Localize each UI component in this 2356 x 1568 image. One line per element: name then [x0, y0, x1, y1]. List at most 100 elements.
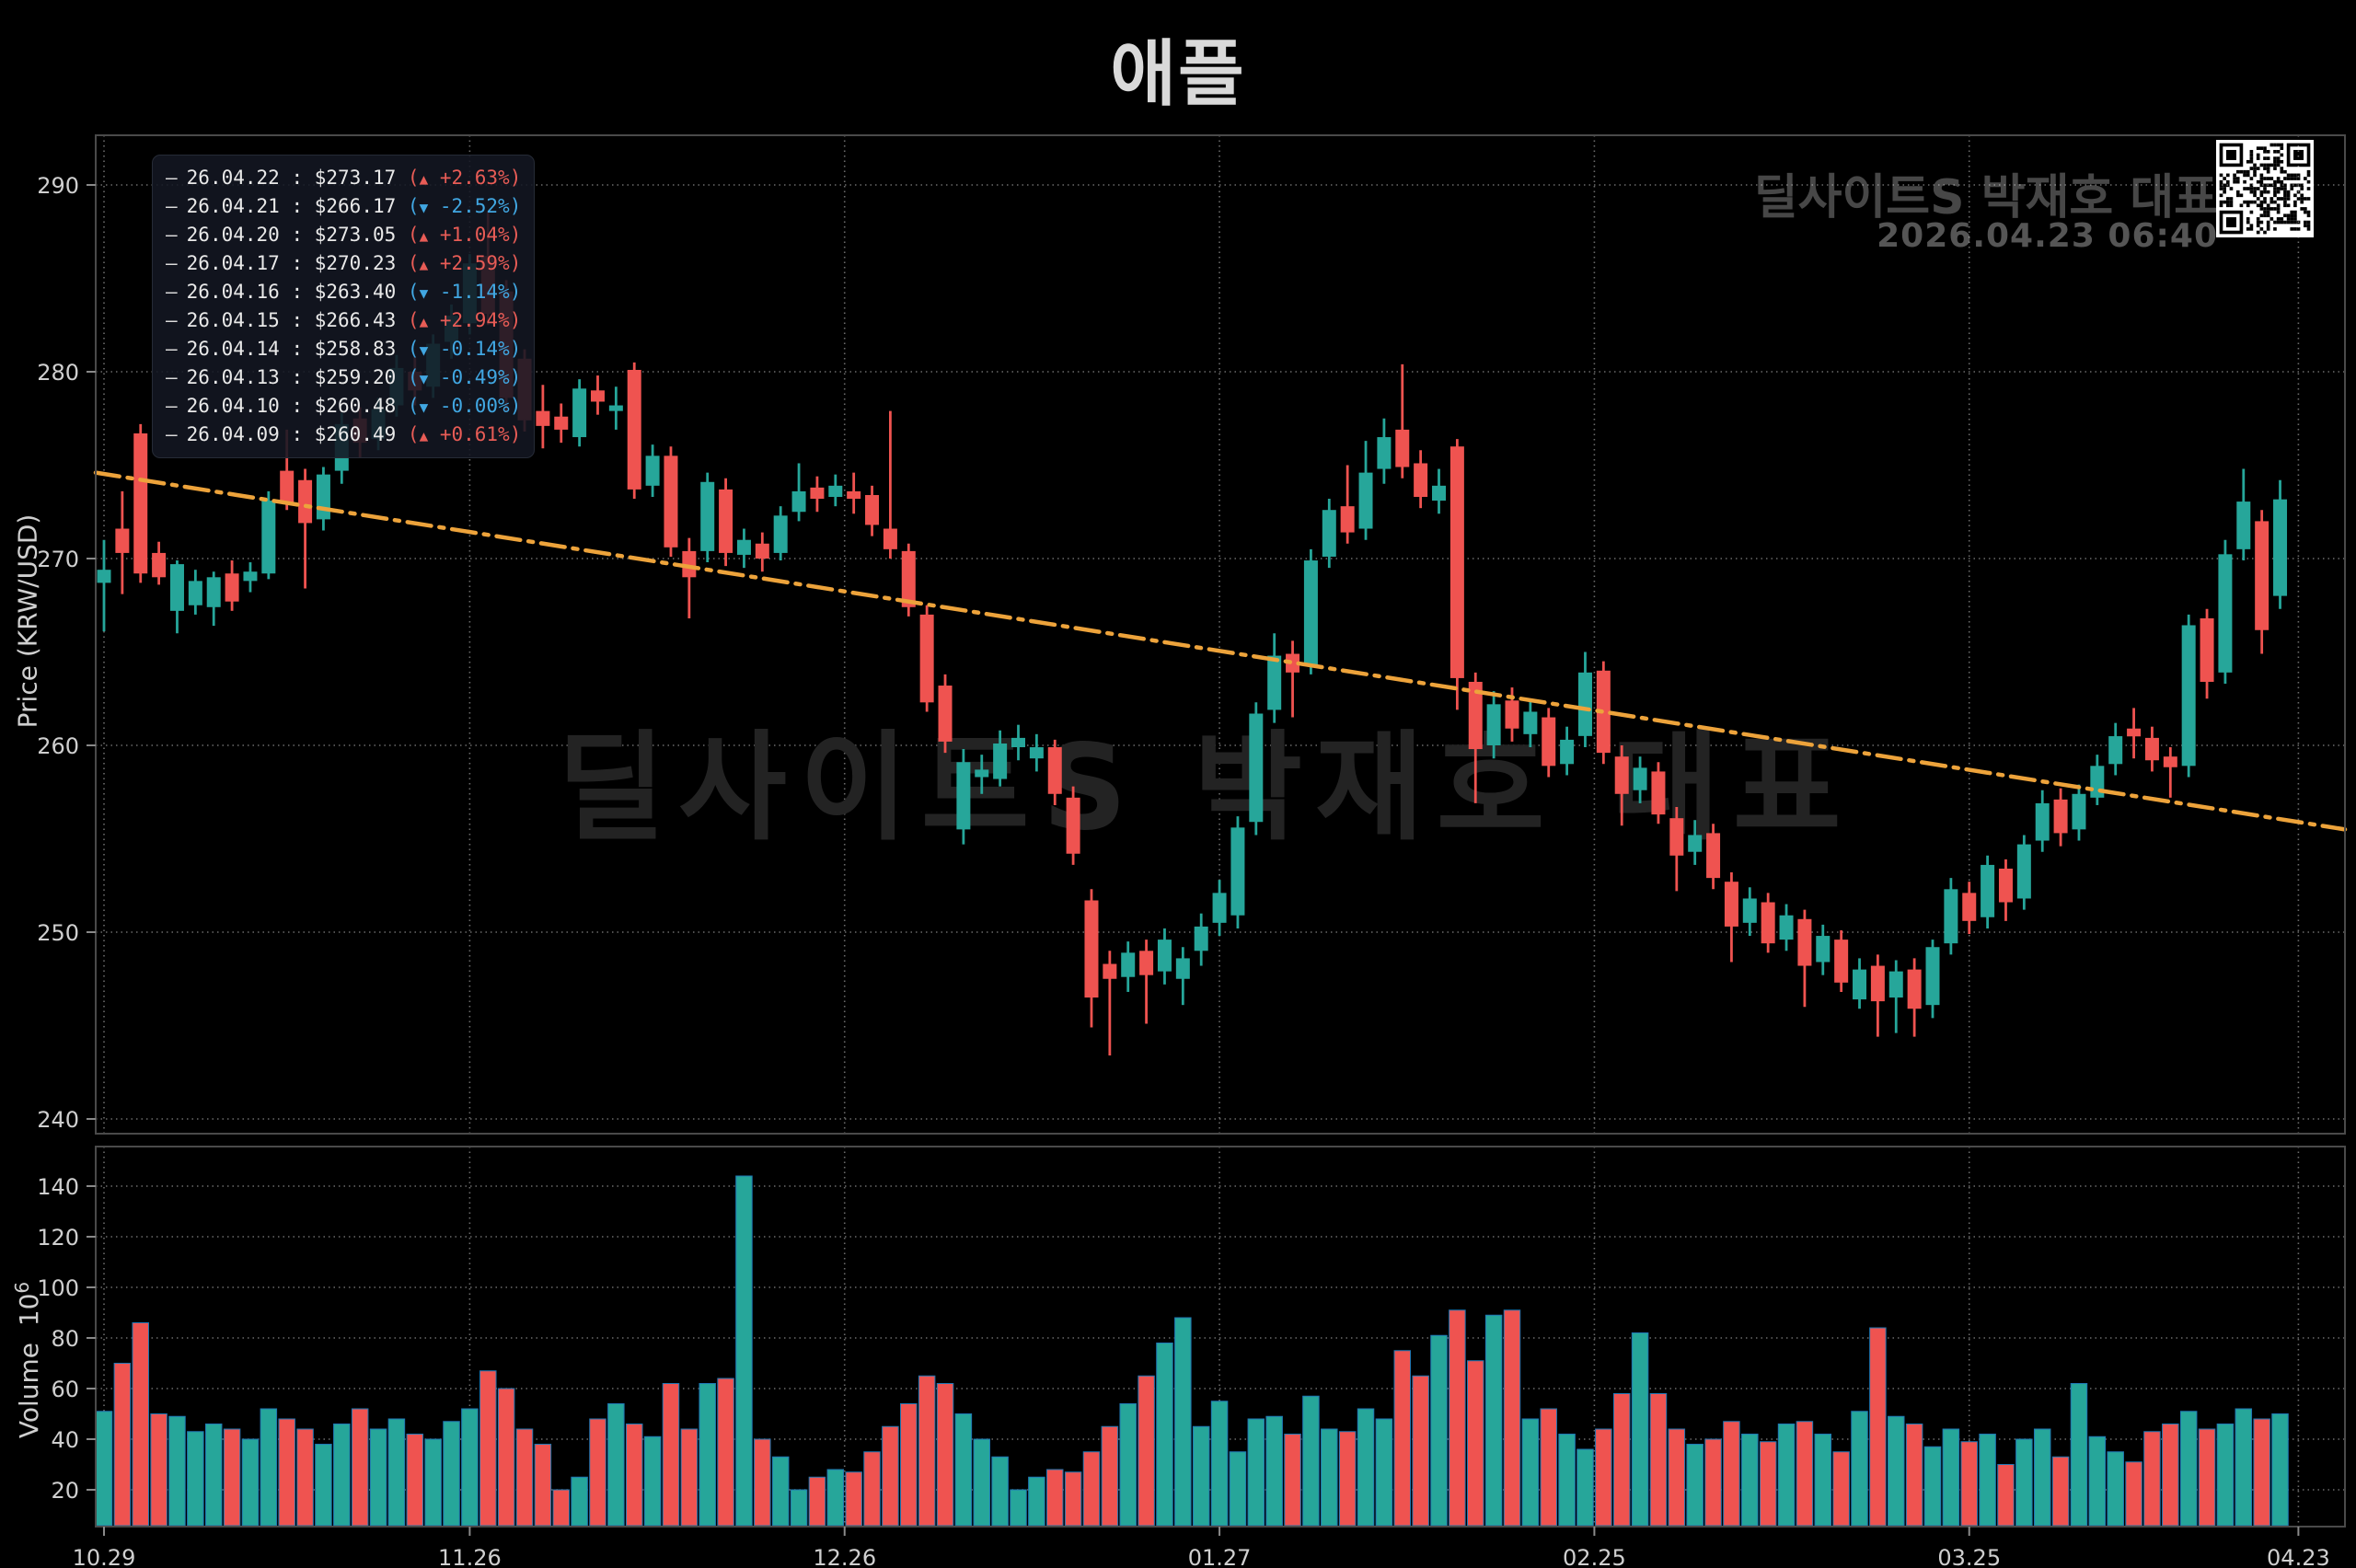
candle-body	[261, 501, 276, 574]
candle-body	[1505, 700, 1519, 729]
volume-bar	[1375, 1418, 1393, 1527]
candle-body	[1358, 472, 1373, 529]
candle-body	[2218, 554, 2233, 673]
volume-bar	[863, 1451, 881, 1527]
candle-body	[865, 494, 880, 525]
volume-bar	[1979, 1434, 1996, 1527]
candle-body	[1414, 463, 1428, 498]
candle-body	[2163, 756, 2177, 767]
volume-bar	[991, 1456, 1009, 1527]
legend-item: —26.04.15 : $266.43 (▲ +2.94%)	[166, 309, 522, 331]
volume-bar	[735, 1175, 753, 1527]
volume-bar	[1010, 1489, 1027, 1527]
volume-bar	[1612, 1393, 1631, 1527]
tick-label: 260	[37, 733, 79, 759]
legend-price: $273.17	[314, 167, 397, 189]
candle-body	[1907, 969, 1922, 1009]
legend-marker: —	[166, 366, 178, 388]
candle-body	[243, 571, 258, 582]
legend-change: (▲ +2.94%)	[396, 309, 522, 331]
candle-body	[1962, 893, 1977, 921]
volume-bar	[479, 1370, 497, 1527]
volume-bar	[1997, 1464, 2015, 1527]
candle-body	[755, 543, 769, 559]
candle-body	[993, 743, 1008, 779]
tick-label: 270	[37, 547, 79, 572]
legend-date: 26.04.10	[186, 395, 280, 417]
price-legend: —26.04.22 : $273.17 (▲ +2.63%) —26.04.21 …	[152, 155, 536, 458]
candle-body	[1816, 936, 1831, 963]
volume-bar	[351, 1408, 369, 1527]
candle-body	[1066, 797, 1080, 854]
legend-change: (▼ -0.00%)	[396, 395, 522, 417]
volume-bar	[2125, 1461, 2142, 1527]
legend-price: $258.83	[314, 338, 397, 360]
candle-body	[2144, 737, 2159, 761]
legend-change: (▲ +0.61%)	[396, 423, 522, 445]
candle-body	[1486, 704, 1501, 745]
volume-bar	[1704, 1438, 1722, 1527]
candle-body	[1870, 965, 1885, 1002]
tick-label: 20	[51, 1478, 79, 1504]
volume-bar	[754, 1438, 771, 1527]
volume-bar	[369, 1428, 387, 1527]
volume-bar	[1521, 1418, 1540, 1527]
volume-bar	[1229, 1451, 1247, 1527]
legend-date: 26.04.21	[186, 195, 280, 217]
volume-bar	[2179, 1411, 2198, 1527]
volume-bar	[443, 1421, 460, 1527]
up-arrow-icon: ▲	[419, 256, 429, 273]
candle-body	[1834, 940, 1849, 983]
candle-body	[700, 481, 715, 551]
candle-body	[1303, 560, 1318, 665]
down-arrow-icon: ▼	[419, 398, 429, 416]
legend-date: 26.04.13	[186, 366, 280, 388]
legend-marker: —	[166, 195, 178, 217]
legend-item: —26.04.13 : $259.20 (▼ -0.49%)	[166, 366, 522, 388]
candle-body	[938, 686, 953, 742]
volume-bar	[241, 1438, 260, 1527]
candle-body	[115, 528, 130, 553]
page-title: 애플	[1110, 33, 1246, 116]
candle-body	[1925, 947, 1940, 1006]
candle-body	[316, 474, 330, 520]
volume-bar	[132, 1322, 149, 1527]
volume-bar	[1851, 1411, 1868, 1527]
volume-bar	[333, 1424, 351, 1527]
up-arrow-icon: ▲	[419, 427, 429, 444]
candle-body	[97, 570, 111, 583]
candle-body	[1981, 864, 1995, 917]
volume-bar	[1759, 1441, 1777, 1527]
volume-bar	[1119, 1403, 1137, 1527]
volume-bar	[1942, 1428, 1960, 1527]
trend-line	[93, 470, 2348, 832]
candle-body	[1669, 818, 1684, 856]
candle-body	[975, 769, 989, 778]
candle-body	[1121, 952, 1136, 977]
volume-bar	[2271, 1413, 2289, 1527]
candle-body	[188, 581, 202, 605]
candle-body	[1267, 655, 1282, 710]
candle-body	[810, 487, 825, 500]
candle-body	[1084, 900, 1099, 998]
volume-bar	[1668, 1428, 1686, 1527]
legend-marker: —	[166, 167, 178, 189]
legend-price: $266.17	[314, 195, 397, 217]
legend-rows: —26.04.22 : $273.17 (▲ +2.63%) —26.04.21 …	[166, 164, 521, 449]
volume-bar	[2143, 1431, 2161, 1527]
candle-body	[1797, 918, 1812, 966]
tick-label: 100	[37, 1275, 79, 1301]
legend-price: $263.40	[314, 281, 397, 303]
legend-date: 26.04.20	[186, 224, 280, 246]
volume-bar	[2162, 1424, 2179, 1527]
volume-bar	[1082, 1451, 1101, 1527]
candle-body	[1761, 902, 1775, 944]
candle-body	[919, 614, 934, 703]
tick-label: 80	[51, 1326, 79, 1352]
volume-bar	[1905, 1424, 1923, 1527]
down-arrow-icon: ▼	[419, 199, 429, 216]
legend-change: (▲ +2.59%)	[396, 252, 522, 274]
volume-bar	[315, 1444, 332, 1527]
legend-date: 26.04.17	[186, 252, 280, 274]
volume-bar	[1338, 1431, 1357, 1527]
